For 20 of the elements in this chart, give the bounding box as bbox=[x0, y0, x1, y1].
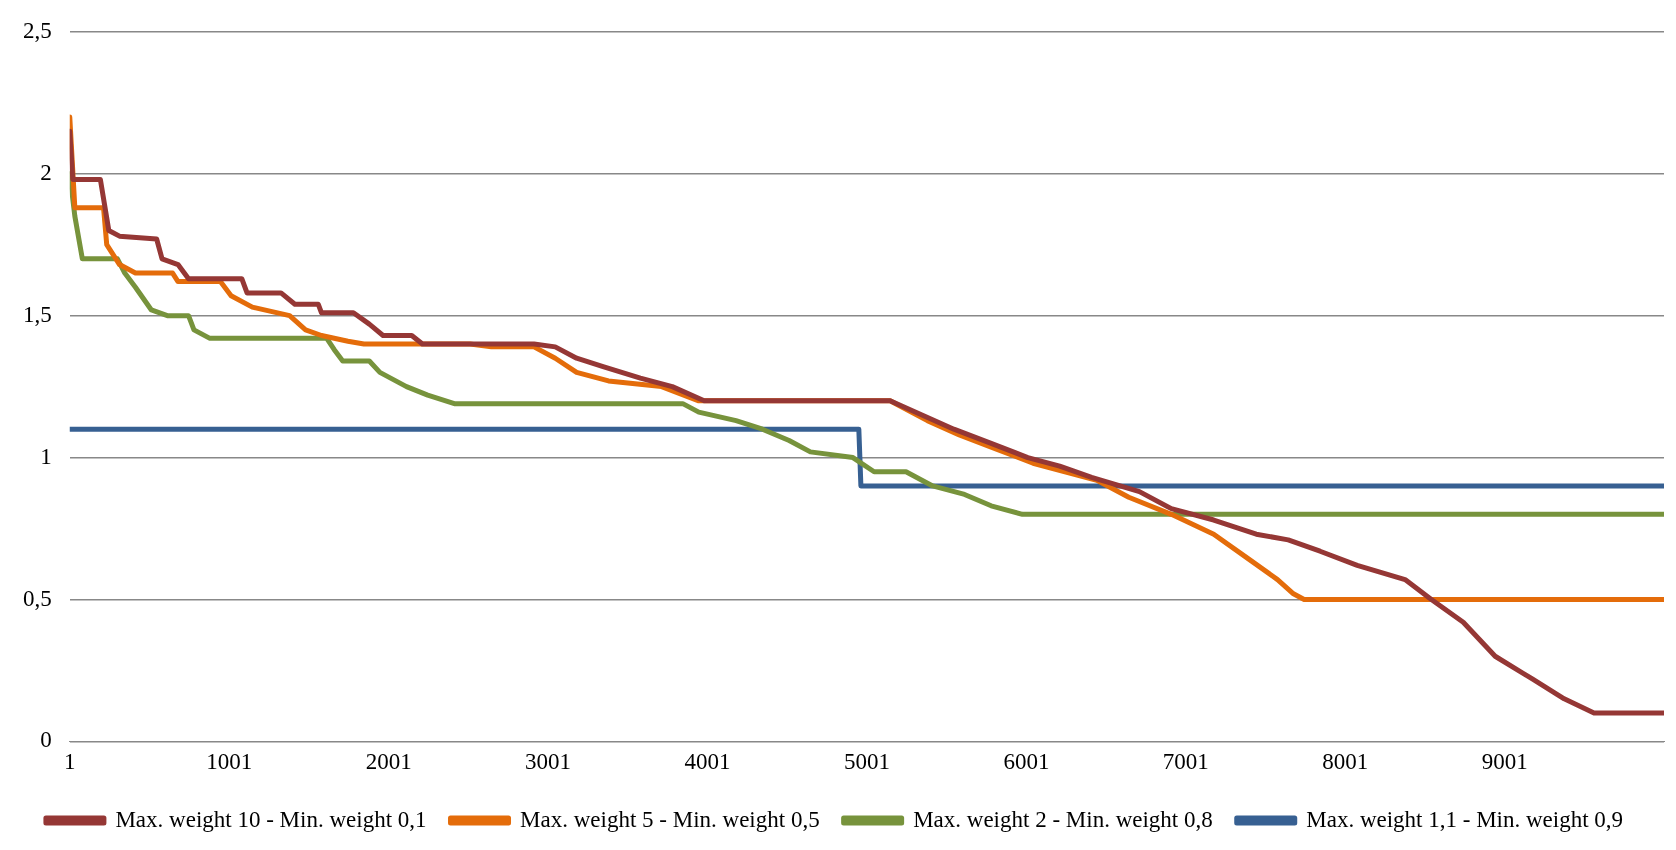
legend-label: Max. weight 1,1 - Min. weight 0,9 bbox=[1306, 806, 1624, 832]
x-tick-label: 1 bbox=[64, 749, 76, 775]
y-tick-label: 2 bbox=[40, 159, 52, 185]
x-tick-label: 5001 bbox=[843, 749, 890, 775]
x-tick-label: 2001 bbox=[365, 749, 412, 775]
y-tick-label: 0 bbox=[40, 727, 52, 753]
legend-label: Max. weight 5 - Min. weight 0,5 bbox=[520, 806, 820, 832]
y-tick-label: 0,5 bbox=[23, 585, 52, 611]
x-tick-label: 1001 bbox=[206, 749, 253, 775]
x-tick-label: 4001 bbox=[684, 749, 731, 775]
x-tick-label: 3001 bbox=[525, 749, 572, 775]
x-tick-label: 9001 bbox=[1481, 749, 1528, 775]
x-tick-label: 7001 bbox=[1162, 749, 1209, 775]
y-tick-label: 1,5 bbox=[23, 301, 52, 327]
y-tick-label: 1 bbox=[40, 443, 52, 469]
x-tick-label: 8001 bbox=[1322, 749, 1369, 775]
legend-label: Max. weight 2 - Min. weight 0,8 bbox=[913, 806, 1213, 832]
y-tick-label: 2,5 bbox=[23, 17, 52, 43]
x-tick-label: 6001 bbox=[1003, 749, 1050, 775]
legend-label: Max. weight 10 - Min. weight 0,1 bbox=[115, 806, 427, 832]
